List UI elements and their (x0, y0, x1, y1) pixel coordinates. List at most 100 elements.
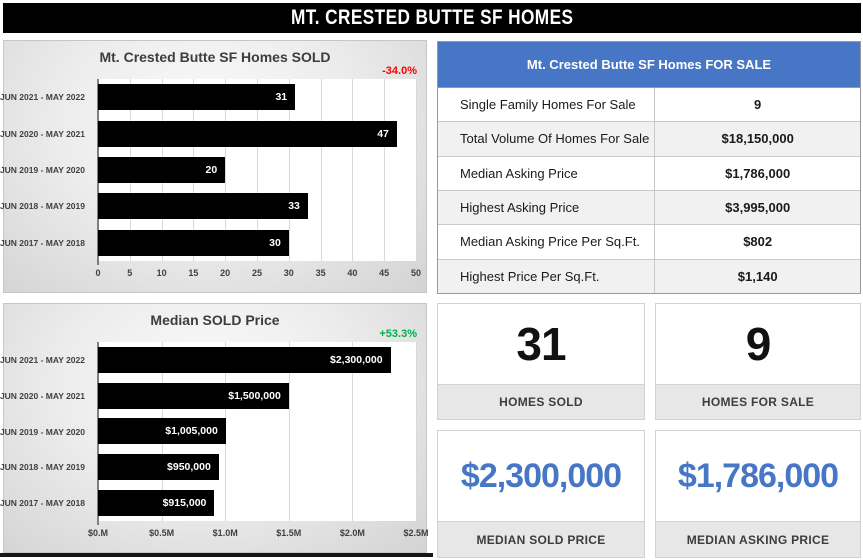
bar: $2,300,000 (98, 346, 391, 373)
bar-value-label: 33 (288, 200, 300, 213)
median-sold-price-chart: Median SOLD Price +53.3% JUN 2021 - MAY … (0, 303, 429, 553)
table-row: Single Family Homes For Sale 9 (438, 88, 860, 123)
category-axis: JUN 2021 - MAY 2022 JUN 2020 - MAY 2021 JU… (0, 342, 91, 521)
bar-value-label: $2,300,000 (329, 353, 383, 366)
plot-area: $2,300,000 $1,500,000 $1,005,000 $950,000 $9… (97, 342, 417, 525)
bar: 31 (98, 84, 296, 111)
row-value: $18,150,000 (721, 131, 794, 147)
bottom-edge-rule (0, 553, 433, 557)
bar-row: 20 (98, 152, 416, 188)
category-label: JUN 2018 - MAY 2019 (0, 462, 85, 473)
grid-line (384, 79, 386, 261)
stat-card-median-asking-price: $1,786,000 MEDIAN ASKING PRICE (655, 430, 861, 558)
grid-line (416, 342, 417, 521)
change-percent-badge: -34.0% (382, 65, 417, 77)
plot-area: 31 47 20 33 30 (97, 79, 417, 265)
chart-title: Median SOLD Price (150, 312, 280, 328)
page-title: MT. CRESTED BUTTE SF HOMES (290, 6, 574, 29)
category-label: JUN 2017 - MAY 2018 (0, 498, 85, 509)
table-title: Mt. Crested Butte SF Homes FOR SALE (438, 42, 860, 88)
bar-value-label: 20 (205, 163, 218, 176)
bar: $915,000 (98, 490, 215, 517)
bar-row: 33 (98, 188, 416, 224)
bar: $950,000 (98, 454, 219, 481)
bar-row: 30 (98, 225, 416, 261)
card-value: 9 (745, 318, 772, 370)
x-tick-label: 30 (283, 268, 294, 278)
table-row: Median Asking Price Per Sq.Ft. $802 (438, 225, 860, 260)
value-axis: $0.M $0.5M $1.0M $1.5M $2.0M $2.5M (88, 528, 429, 540)
grid-line (416, 79, 417, 261)
bar-row: $1,500,000 (98, 378, 416, 414)
card-label: HOMES FOR SALE (656, 384, 860, 419)
row-value: 9 (754, 97, 762, 113)
grid-line (288, 79, 290, 261)
category-label: JUN 2021 - MAY 2022 (0, 354, 85, 365)
category-label: JUN 2020 - MAY 2021 (0, 390, 85, 401)
bar-row: 47 (98, 115, 416, 151)
stat-card-homes-for-sale: 9 HOMES FOR SALE (655, 303, 861, 420)
bar-value-label: $950,000 (167, 461, 211, 474)
bar: $1,005,000 (98, 418, 226, 445)
header-banner: MT. CRESTED BUTTE SF HOMES (3, 3, 861, 33)
x-tick-label: 0 (95, 268, 101, 278)
x-tick-label: $0.5M (149, 528, 175, 538)
x-tick-label: 10 (156, 268, 167, 278)
row-value: $1,786,000 (725, 165, 791, 181)
category-label: JUN 2019 - MAY 2020 (0, 165, 85, 175)
chart-title: Mt. Crested Butte SF Homes SOLD (99, 49, 331, 65)
for-sale-table: Mt. Crested Butte SF Homes FOR SALE Sing… (437, 41, 861, 294)
x-tick-label: 20 (220, 268, 231, 278)
x-tick-label: $0.M (87, 528, 109, 538)
table-row: Highest Price Per Sq.Ft. $1,140 (438, 259, 860, 293)
table-body: Single Family Homes For Sale 9 Total Volum… (438, 88, 860, 293)
bar-row: $915,000 (98, 485, 416, 521)
bar-value-label: 47 (377, 127, 389, 140)
row-label: Single Family Homes For Sale (438, 88, 656, 122)
bar-value-label: $915,000 (162, 497, 207, 510)
bar-row: $950,000 (98, 449, 416, 485)
bar: 30 (98, 229, 289, 256)
category-label: JUN 2019 - MAY 2020 (0, 426, 85, 437)
row-value: $1,140 (737, 268, 778, 284)
x-tick-label: 45 (379, 268, 390, 278)
bar-value-label: 30 (269, 236, 281, 249)
row-value: $802 (743, 234, 773, 250)
row-label: Total Volume Of Homes For Sale (438, 122, 656, 156)
x-tick-label: $2.0M (339, 528, 365, 538)
bar-value-label: $1,500,000 (228, 389, 281, 402)
grid-line (352, 342, 354, 521)
stat-card-median-sold-price: $2,300,000 MEDIAN SOLD PRICE (437, 430, 645, 558)
table-row: Highest Asking Price $3,995,000 (438, 190, 860, 226)
bar: $1,500,000 (98, 382, 289, 409)
card-value: 31 (516, 318, 566, 370)
category-label: JUN 2020 - MAY 2021 (0, 128, 85, 139)
bar-value-label: $1,005,000 (165, 425, 218, 438)
category-label: JUN 2021 - MAY 2022 (0, 92, 85, 103)
x-tick-label: 25 (251, 268, 263, 278)
row-label: Median Asking Price Per Sq.Ft. (438, 225, 656, 259)
x-tick-label: 40 (347, 268, 358, 278)
grid-line (225, 79, 227, 261)
grid-line (257, 79, 258, 261)
bar-row: 31 (98, 79, 416, 115)
bar-row: $2,300,000 (98, 342, 416, 378)
card-label: MEDIAN ASKING PRICE (656, 521, 860, 557)
bar: 47 (98, 120, 397, 147)
change-percent-badge: +53.3% (379, 328, 417, 340)
value-axis: 0 5 10 15 20 25 30 35 40 45 50 (95, 268, 421, 280)
x-tick-label: 5 (127, 268, 133, 278)
row-label: Highest Asking Price (438, 190, 656, 225)
table-row: Total Volume Of Homes For Sale $18,150,00… (438, 122, 860, 157)
row-label: Median Asking Price (438, 156, 656, 190)
x-tick-label: $1.5M (276, 528, 302, 538)
grid-line (320, 79, 322, 261)
bar-value-label: 31 (275, 91, 288, 104)
homes-sold-chart: Mt. Crested Butte SF Homes SOLD -34.0% J… (0, 40, 427, 293)
x-tick-label: 50 (410, 268, 422, 278)
category-label: JUN 2017 - MAY 2018 (0, 237, 85, 248)
x-tick-label: 35 (315, 268, 326, 278)
row-value: $3,995,000 (725, 200, 791, 216)
bar-row: $1,005,000 (98, 414, 416, 450)
bar: 20 (98, 156, 226, 183)
